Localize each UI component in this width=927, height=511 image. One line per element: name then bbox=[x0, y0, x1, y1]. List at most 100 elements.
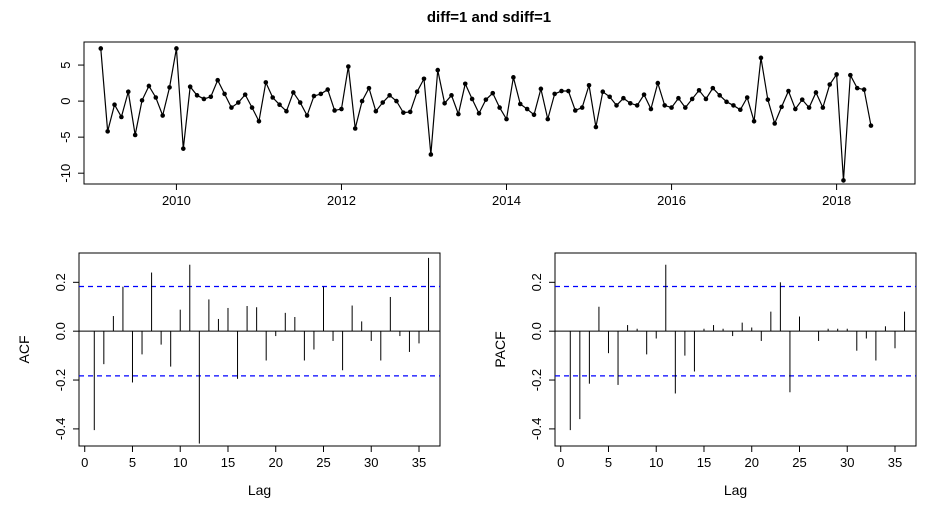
series-point bbox=[401, 110, 406, 115]
series-point bbox=[208, 94, 214, 100]
series-point bbox=[600, 89, 606, 95]
pacf-x-tick-label: 15 bbox=[697, 455, 711, 470]
series-line bbox=[100, 48, 872, 181]
series-point bbox=[497, 105, 502, 110]
pacf-x-tick-label: 10 bbox=[649, 455, 663, 470]
series-point bbox=[607, 94, 612, 100]
series-point bbox=[332, 108, 337, 113]
series-point bbox=[366, 85, 372, 91]
pacf-y-axis-label: PACF bbox=[492, 331, 508, 367]
series-point bbox=[194, 93, 200, 98]
series-point bbox=[524, 106, 530, 112]
ts-x-tick-label: 2018 bbox=[822, 193, 851, 208]
acf-y-tick-label: -0.2 bbox=[53, 369, 68, 391]
series-point bbox=[813, 90, 819, 95]
ts-y-tick-label: 5 bbox=[58, 61, 73, 68]
ts-x-tick-label: 2012 bbox=[327, 193, 356, 208]
series-point bbox=[848, 72, 853, 78]
pacf-x-tick-label: 5 bbox=[605, 455, 612, 470]
series-point bbox=[517, 101, 523, 107]
series-point bbox=[841, 178, 846, 183]
acf-x-tick-label: 25 bbox=[316, 455, 330, 470]
series-point bbox=[249, 105, 255, 110]
acf-x-tick-label: 20 bbox=[269, 455, 283, 470]
acf-panel: 0 5 10 15 20 25 30 35 -0.4 -0.2 0.0 0.2 Lag ACF bbox=[16, 252, 441, 498]
pacf-y-tick-label: -0.4 bbox=[529, 418, 544, 440]
series-point bbox=[263, 80, 269, 85]
series-point bbox=[428, 152, 434, 157]
series-point bbox=[683, 105, 688, 110]
series-point bbox=[786, 88, 791, 94]
series-point bbox=[311, 93, 317, 99]
series-point bbox=[346, 64, 351, 69]
acf-x-tick-label: 5 bbox=[129, 455, 136, 470]
series-point bbox=[180, 146, 186, 151]
series-point bbox=[215, 77, 220, 83]
series-point bbox=[132, 132, 138, 138]
series-point bbox=[779, 104, 784, 110]
series-point bbox=[167, 85, 172, 90]
series-point bbox=[834, 72, 839, 77]
series-point bbox=[724, 99, 729, 105]
ts-x-tick-label: 2014 bbox=[492, 193, 521, 208]
acf-y-axis-label: ACF bbox=[16, 336, 32, 364]
series-point bbox=[352, 126, 358, 131]
series-point bbox=[291, 90, 296, 95]
series-point bbox=[112, 102, 117, 108]
series-point bbox=[793, 106, 798, 112]
series-point bbox=[538, 86, 544, 92]
pacf-x-tick-label: 0 bbox=[557, 455, 564, 470]
series-point bbox=[201, 96, 207, 102]
series-point bbox=[469, 96, 475, 102]
series-point bbox=[655, 80, 661, 86]
series-point bbox=[442, 100, 447, 106]
series-point bbox=[552, 91, 557, 97]
series-point bbox=[641, 92, 647, 97]
series-point bbox=[476, 111, 482, 116]
series-point bbox=[407, 109, 413, 115]
acf-x-tick-label: 30 bbox=[364, 455, 378, 470]
ts-x-tick-label: 2010 bbox=[162, 193, 191, 208]
pacf-x-axis-label: Lag bbox=[724, 482, 747, 498]
acf-x-tick-label: 0 bbox=[81, 455, 88, 470]
pacf-x-tick-label: 25 bbox=[792, 455, 806, 470]
series-point bbox=[731, 103, 736, 108]
series-point bbox=[531, 112, 537, 118]
series-point bbox=[483, 97, 489, 102]
series-point bbox=[634, 103, 640, 108]
series-point bbox=[105, 129, 110, 134]
series-point bbox=[490, 90, 496, 96]
series-point bbox=[621, 95, 626, 101]
series-point bbox=[854, 85, 860, 91]
series-point bbox=[703, 96, 709, 102]
series-point bbox=[744, 95, 750, 100]
series-point bbox=[806, 105, 812, 110]
series-point bbox=[593, 124, 599, 130]
series-point bbox=[820, 105, 826, 110]
series-point bbox=[669, 105, 674, 110]
time-series-panel: 2010 2012 2014 2016 2018 -10 -5 0 5 bbox=[58, 41, 916, 208]
series-point bbox=[717, 93, 722, 98]
series-point bbox=[586, 82, 592, 88]
series-point bbox=[421, 76, 427, 82]
ts-x-tick-label: 2016 bbox=[657, 193, 686, 208]
acf-x-tick-label: 35 bbox=[412, 455, 426, 470]
acf-y-tick-label: 0.2 bbox=[53, 273, 68, 291]
pacf-x-tick-label: 20 bbox=[745, 455, 759, 470]
series-point bbox=[359, 98, 365, 104]
series-point bbox=[146, 83, 152, 89]
series-point bbox=[325, 87, 331, 92]
series-point bbox=[380, 100, 386, 105]
series-point bbox=[511, 75, 516, 80]
series-point bbox=[318, 91, 324, 97]
pacf-x-tick-label: 35 bbox=[888, 455, 902, 470]
series-point bbox=[284, 108, 289, 114]
series-point bbox=[125, 89, 131, 95]
series-point bbox=[827, 82, 833, 87]
series-point bbox=[572, 108, 578, 113]
pacf-y-tick-label: 0.2 bbox=[529, 273, 544, 291]
series-point bbox=[676, 95, 681, 101]
acf-x-axis-label: Lag bbox=[248, 482, 271, 498]
series-point bbox=[304, 113, 310, 118]
series-point bbox=[579, 105, 585, 110]
